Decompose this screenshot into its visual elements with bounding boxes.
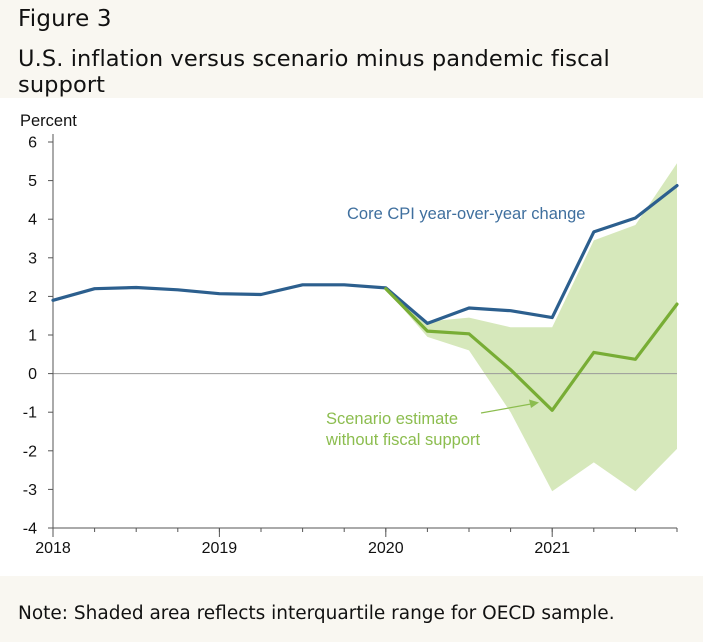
x-tick-label: 2018 — [35, 540, 71, 557]
x-tick-label: 2021 — [534, 540, 570, 557]
interquartile-band — [385, 163, 677, 492]
y-tick-label: 1 — [28, 328, 37, 345]
y-tick-label: 4 — [28, 212, 37, 229]
x-tick-label: 2020 — [368, 540, 404, 557]
figure-title: U.S. inflation versus scenario minus pan… — [18, 46, 610, 98]
y-tick-label: 3 — [28, 250, 37, 267]
core-cpi-line — [51, 183, 679, 325]
y-tick-label: 2 — [28, 289, 37, 306]
y-tick-label: 0 — [28, 366, 37, 383]
cpi-series-label: Core CPI year-over-year change — [347, 205, 585, 223]
scenario-label-line2: without fiscal support — [325, 431, 480, 449]
y-tick-label: -1 — [23, 405, 37, 422]
x-tick-label: 2019 — [202, 540, 238, 557]
scenario-label-line1: Scenario estimate — [326, 410, 458, 428]
y-tick-label: -4 — [23, 521, 37, 538]
figure-label: Figure 3 — [18, 6, 112, 32]
y-tick-label: 6 — [28, 135, 37, 152]
y-tick-label: -2 — [23, 443, 37, 460]
y-tick-label: 5 — [28, 173, 37, 190]
chart-panel: Percent 6 5 4 3 2 1 0 -1 -2 -3 -4 2018 2019 2020 2021 … — [0, 98, 703, 576]
y-axis-label: Percent — [20, 112, 77, 130]
scenario-arrow-shaft — [480, 403, 532, 414]
scenario-arrow-head — [529, 399, 539, 408]
figure-note: Note: Shaded area reflects interquartile… — [18, 603, 615, 624]
scenario-line — [384, 287, 679, 412]
y-tick-label: -3 — [23, 482, 37, 499]
